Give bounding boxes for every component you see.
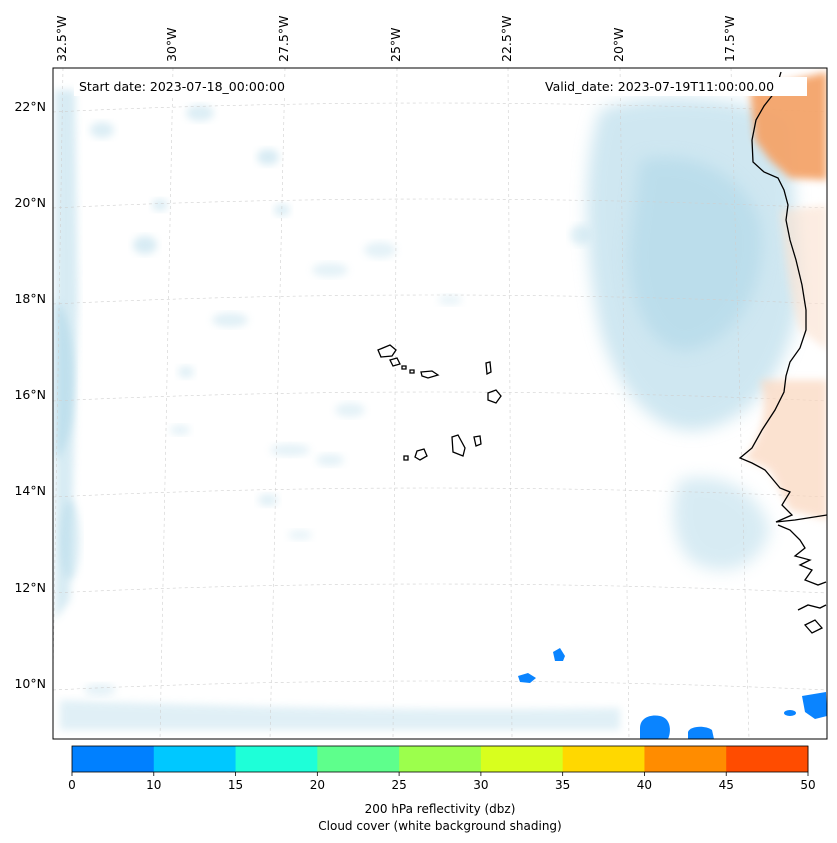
colorbar-tick-label: 45 bbox=[719, 778, 734, 792]
map-area: Start date: 2023-07-18_00:00:00 Valid_da… bbox=[53, 68, 827, 739]
island-sao-nicolau bbox=[420, 370, 440, 379]
colorbar-frame bbox=[71, 745, 809, 773]
colorbar-tick-label: 20 bbox=[310, 778, 325, 792]
valid-date-text: Valid_date: 2023-07-19T11:00:00.00 bbox=[545, 79, 774, 94]
colorbar-segment bbox=[644, 746, 727, 772]
map-frame bbox=[52, 67, 828, 740]
colorbar-segment bbox=[153, 746, 237, 772]
island-brava bbox=[403, 455, 409, 461]
lat-label: 10°N bbox=[14, 676, 46, 691]
lon-label: 17.5°W bbox=[722, 16, 737, 62]
lat-label: 14°N bbox=[14, 483, 46, 498]
island-santo-antao bbox=[377, 344, 397, 358]
reflectivity-cells bbox=[518, 648, 827, 739]
cloud-cover-shading bbox=[55, 90, 800, 730]
island-santa-luzia bbox=[401, 365, 407, 370]
island-rock bbox=[409, 369, 415, 374]
colorbar-tick-label: 50 bbox=[800, 778, 815, 792]
longitude-labels: 32.5°W 30°W 27.5°W 25°W 22.5°W 20°W 17.5… bbox=[54, 16, 737, 62]
island-santiago bbox=[451, 434, 466, 457]
lat-label: 16°N bbox=[14, 387, 46, 402]
colorbar-segment bbox=[480, 746, 564, 772]
lon-label: 25°W bbox=[388, 27, 403, 62]
colorbar: 0 10 15 20 25 30 35 40 45 50 bbox=[68, 745, 816, 792]
island-sal bbox=[485, 361, 492, 376]
colorbar-tick-label: 35 bbox=[555, 778, 570, 792]
lat-label: 18°N bbox=[14, 291, 46, 306]
lat-label: 12°N bbox=[14, 580, 46, 595]
colorbar-segment bbox=[72, 746, 155, 772]
colorbar-tick-label: 10 bbox=[146, 778, 161, 792]
island-sao-vicente bbox=[389, 357, 401, 367]
valid-date-box bbox=[540, 77, 807, 96]
colorbar-tick-label: 40 bbox=[637, 778, 652, 792]
colorbar-segment bbox=[317, 746, 400, 772]
coastline bbox=[377, 71, 827, 634]
lon-label: 20°W bbox=[611, 27, 626, 62]
colorbar-tick-label: 0 bbox=[68, 778, 76, 792]
colorbar-label-line1: 200 hPa reflectivity (dbz) bbox=[365, 802, 516, 816]
island-boa-vista bbox=[487, 389, 502, 404]
lon-label: 30°W bbox=[164, 27, 179, 62]
colorbar-segment bbox=[235, 746, 318, 772]
lat-label: 20°N bbox=[14, 195, 46, 210]
colorbar-tick-label: 15 bbox=[228, 778, 243, 792]
colorbar-tick-label: 30 bbox=[473, 778, 488, 792]
lon-label: 32.5°W bbox=[54, 16, 69, 62]
graticule bbox=[53, 68, 827, 739]
island-fogo bbox=[414, 448, 428, 461]
colorbar-segment bbox=[399, 746, 482, 772]
lon-label: 22.5°W bbox=[499, 16, 514, 62]
colorbar-segment bbox=[562, 746, 645, 772]
latitude-labels: 22°N 20°N 18°N 16°N 14°N 12°N 10°N bbox=[14, 99, 46, 691]
colorbar-tick-label: 25 bbox=[391, 778, 406, 792]
colorbar-segment bbox=[726, 746, 809, 772]
start-date-box bbox=[74, 77, 312, 96]
lon-label: 27.5°W bbox=[276, 16, 291, 62]
lat-label: 22°N bbox=[14, 99, 46, 114]
colorbar-label-line2: Cloud cover (white background shading) bbox=[318, 819, 561, 833]
start-date-text: Start date: 2023-07-18_00:00:00 bbox=[79, 79, 285, 94]
island-maio bbox=[473, 435, 482, 447]
